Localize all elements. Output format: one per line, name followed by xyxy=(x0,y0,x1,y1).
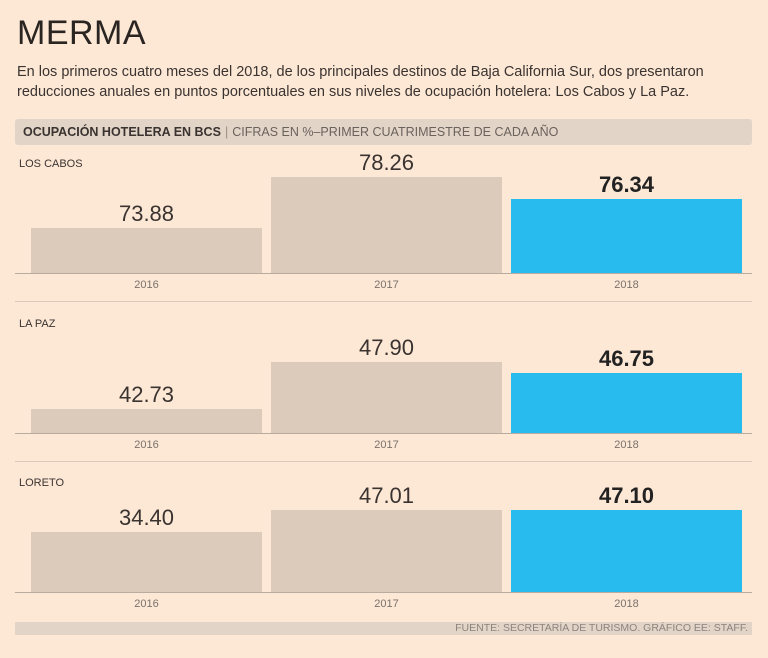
panel-label: LORETO xyxy=(19,477,65,489)
x-tick-label: 2017 xyxy=(374,439,399,451)
header-separator: | xyxy=(224,125,229,139)
header-subtitle: CIFRAS EN %–PRIMER CUATRIMESTRE DE CADA … xyxy=(232,125,559,139)
panel-label: LA PAZ xyxy=(19,318,56,330)
bar-2016 xyxy=(31,408,262,433)
data-label: 34.40 xyxy=(118,505,175,531)
panel-la-paz: LA PAZ 42.73 2016 47.90 2017 46.75 2018 xyxy=(15,318,752,468)
panel-los-cabos: LOS CABOS 73.88 2016 78.26 2017 76.34 2018 xyxy=(15,150,752,308)
chart-header: OCUPACIÓN HOTELERA EN BCS | CIFRAS EN %–PR… xyxy=(15,119,752,145)
chart-title: MERMA xyxy=(17,14,147,52)
x-tick-label: 2018 xyxy=(614,279,639,291)
data-label: 47.01 xyxy=(358,483,415,509)
panel-loreto: LORETO 34.40 2016 47.01 2017 47.10 2018 xyxy=(15,477,752,627)
header-title: OCUPACIÓN HOTELERA EN BCS xyxy=(23,125,221,139)
source-footer: FUENTE: SECRETARÍA DE TURISMO. GRÁFICO E… xyxy=(15,622,752,635)
bar-2017 xyxy=(271,510,502,592)
bar-2018 xyxy=(511,199,742,273)
data-label: 42.73 xyxy=(118,381,175,407)
panel-label: LOS CABOS xyxy=(19,158,83,170)
panel-divider xyxy=(15,301,752,302)
x-tick-label: 2017 xyxy=(374,279,399,291)
baseline xyxy=(15,592,752,593)
x-tick-label: 2016 xyxy=(134,279,159,291)
baseline xyxy=(15,433,752,434)
data-label: 47.10 xyxy=(598,483,655,509)
bar-2017 xyxy=(271,176,502,273)
bar-2016 xyxy=(31,532,262,592)
data-label: 78.26 xyxy=(358,149,415,175)
bar-2018 xyxy=(511,510,742,592)
x-tick-label: 2016 xyxy=(134,439,159,451)
baseline xyxy=(15,273,752,274)
data-label: 76.34 xyxy=(598,172,655,198)
x-tick-label: 2018 xyxy=(614,598,639,610)
bar-2018 xyxy=(511,372,742,433)
data-label: 46.75 xyxy=(598,345,655,371)
x-tick-label: 2018 xyxy=(614,439,639,451)
chart-subtitle: En los primeros cuatro meses del 2018, d… xyxy=(17,64,704,100)
data-label: 73.88 xyxy=(118,200,175,226)
bar-2017 xyxy=(271,362,502,433)
panel-divider xyxy=(15,461,752,462)
x-tick-label: 2017 xyxy=(374,598,399,610)
data-label: 47.90 xyxy=(358,335,415,361)
bar-2016 xyxy=(31,227,262,273)
x-tick-label: 2016 xyxy=(134,598,159,610)
